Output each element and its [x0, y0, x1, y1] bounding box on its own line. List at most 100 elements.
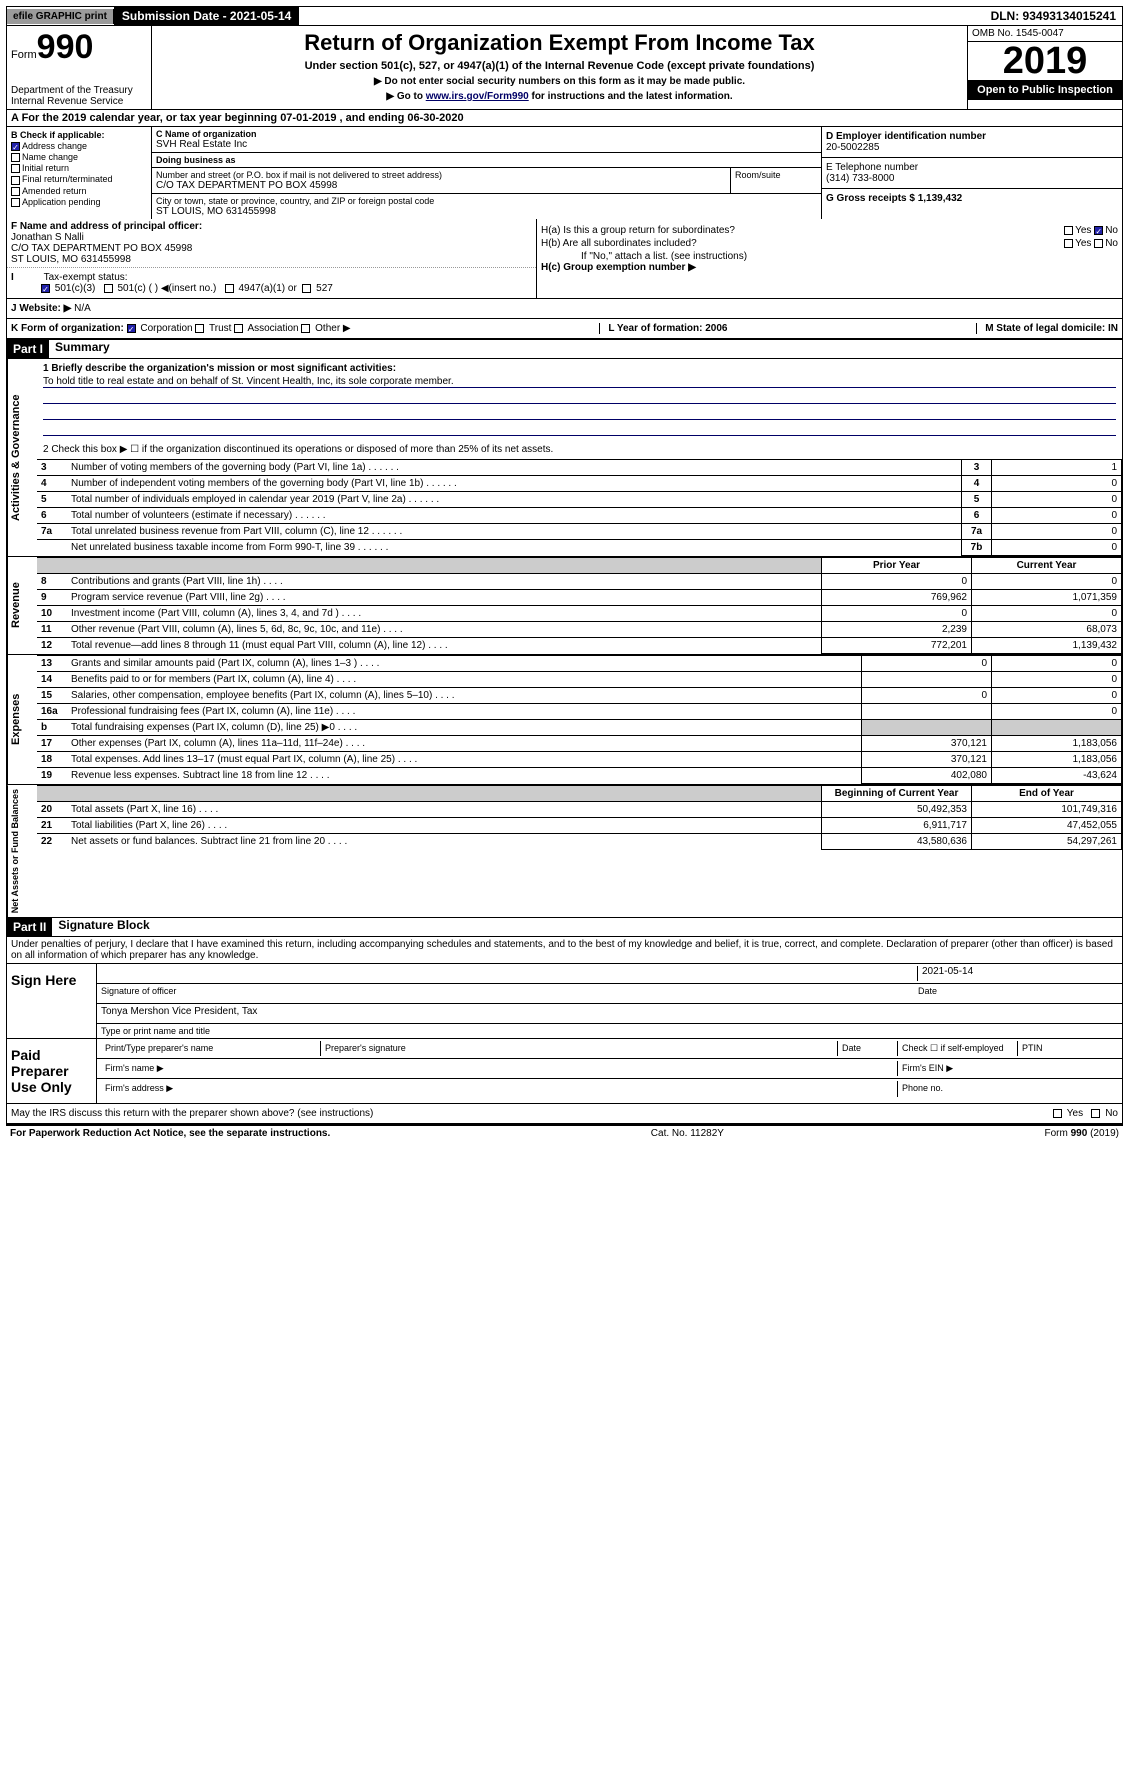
opt-label: 527	[316, 283, 333, 294]
form-note1: ▶ Do not enter social security numbers o…	[156, 76, 963, 87]
chk-trust[interactable]	[195, 324, 204, 333]
tax-status-label: Tax-exempt status:	[44, 272, 128, 283]
checkbox-name-change[interactable]	[11, 153, 20, 162]
no-label: No	[1105, 225, 1118, 236]
section-b: B Check if applicable: Address change Na…	[7, 127, 152, 219]
opt-label: Trust	[209, 323, 231, 334]
officer-addr1: C/O TAX DEPARTMENT PO BOX 45998	[11, 243, 532, 254]
city-label: City or town, state or province, country…	[156, 196, 817, 206]
ein-value: 20-5002285	[826, 142, 1118, 153]
chk-other[interactable]	[301, 324, 310, 333]
governance-table: 3Number of voting members of the governi…	[37, 459, 1122, 556]
opt-label: 4947(a)(1) or	[238, 283, 296, 294]
form-title: Return of Organization Exempt From Incom…	[156, 30, 963, 56]
dept-label: Department of the Treasury Internal Reve…	[11, 85, 147, 107]
discuss-yes[interactable]	[1053, 1109, 1062, 1118]
dba-label: Doing business as	[156, 155, 817, 165]
chk-501c[interactable]	[104, 284, 113, 293]
addr-value: C/O TAX DEPARTMENT PO BOX 45998	[156, 180, 726, 191]
q2-text: 2 Check this box ▶ ☐ if the organization…	[37, 440, 1122, 459]
chk-label: Name change	[22, 152, 78, 162]
note2-post: for instructions and the latest informat…	[529, 91, 733, 102]
discuss-no[interactable]	[1091, 1109, 1100, 1118]
no-label: No	[1105, 1108, 1118, 1119]
yes-label: Yes	[1075, 238, 1091, 249]
mission-text: To hold title to real estate and on beha…	[43, 376, 454, 387]
yes-label: Yes	[1075, 225, 1091, 236]
ha-label: H(a) Is this a group return for subordin…	[541, 225, 735, 236]
k-label: K Form of organization:	[11, 323, 124, 334]
sign-here-label: Sign Here	[7, 964, 97, 1038]
opt-label: Corporation	[140, 323, 192, 334]
checkbox-final[interactable]	[11, 176, 20, 185]
officer-name: Jonathan S Nalli	[11, 232, 532, 243]
hb-no[interactable]	[1094, 239, 1103, 248]
officer-label: F Name and address of principal officer:	[11, 221, 532, 232]
section-i-label: I	[11, 272, 41, 283]
prep-name-label: Print/Type preparer's name	[101, 1041, 321, 1056]
chk-corp[interactable]	[127, 324, 136, 333]
phone-label: E Telephone number	[826, 162, 1118, 173]
open-public-badge: Open to Public Inspection	[968, 80, 1122, 100]
revenue-table: Prior YearCurrent Year8Contributions and…	[37, 557, 1122, 654]
state-domicile: M State of legal domicile: IN	[976, 323, 1118, 334]
no-label: No	[1105, 238, 1118, 249]
chk-4947[interactable]	[225, 284, 234, 293]
year-formation: L Year of formation: 2006	[599, 323, 727, 334]
irs-link[interactable]: www.irs.gov/Form990	[426, 91, 529, 102]
addr-label: Number and street (or P.O. box if mail i…	[156, 170, 726, 180]
officer-addr2: ST LOUIS, MO 631455998	[11, 254, 532, 265]
chk-label: Application pending	[22, 197, 101, 207]
form-number: 990	[37, 28, 94, 66]
section-b-title: B Check if applicable:	[11, 130, 147, 140]
city-value: ST LOUIS, MO 631455998	[156, 206, 817, 217]
firm-phone-label: Phone no.	[898, 1081, 1118, 1097]
gross-receipts: G Gross receipts $ 1,139,432	[826, 193, 1118, 204]
chk-527[interactable]	[302, 284, 311, 293]
net-assets-table: Beginning of Current YearEnd of Year20To…	[37, 785, 1122, 850]
opt-label: 501(c)(3)	[55, 283, 96, 294]
checkbox-pending[interactable]	[11, 198, 20, 207]
side-net-label: Net Assets or Fund Balances	[7, 785, 37, 917]
officer-printed-name: Tonya Mershon Vice President, Tax	[97, 1004, 1122, 1024]
footer-mid: Cat. No. 11282Y	[651, 1128, 724, 1139]
org-name: SVH Real Estate Inc	[156, 139, 817, 150]
paid-preparer-label: Paid Preparer Use Only	[7, 1039, 97, 1103]
part2-title: Signature Block	[52, 918, 149, 936]
form-prefix: Form	[11, 49, 37, 61]
chk-assoc[interactable]	[234, 324, 243, 333]
form-header: Form990 Department of the Treasury Inter…	[6, 26, 1123, 110]
ha-yes[interactable]	[1064, 226, 1073, 235]
side-rev-label: Revenue	[7, 557, 37, 654]
sig-officer-label: Signature of officer	[101, 986, 918, 1001]
discuss-label: May the IRS discuss this return with the…	[11, 1108, 373, 1119]
firm-ein-label: Firm's EIN ▶	[898, 1061, 1118, 1076]
name-label: C Name of organization	[156, 129, 817, 139]
self-employed-label: Check ☐ if self-employed	[898, 1041, 1018, 1056]
opt-label: Association	[247, 323, 298, 334]
efile-button[interactable]: efile GRAPHIC print	[7, 9, 114, 24]
chk-501c3[interactable]	[41, 284, 50, 293]
side-exp-label: Expenses	[7, 655, 37, 784]
prep-date-label: Date	[838, 1041, 898, 1056]
top-bar: efile GRAPHIC print Submission Date - 20…	[6, 6, 1123, 26]
checkbox-amended[interactable]	[11, 187, 20, 196]
q1-label: 1 Briefly describe the organization's mi…	[43, 363, 1116, 374]
firm-name-label: Firm's name ▶	[101, 1061, 898, 1076]
sig-date: 2021-05-14	[918, 966, 1118, 981]
footer-left: For Paperwork Reduction Act Notice, see …	[10, 1128, 330, 1139]
chk-label: Address change	[22, 141, 87, 151]
ein-label: D Employer identification number	[826, 131, 1118, 142]
checkbox-initial[interactable]	[11, 164, 20, 173]
checkbox-address-change[interactable]	[11, 142, 20, 151]
submission-date: Submission Date - 2021-05-14	[114, 7, 299, 25]
hb-label: H(b) Are all subordinates included?	[541, 238, 697, 249]
ha-no[interactable]	[1094, 226, 1103, 235]
ptin-label: PTIN	[1018, 1041, 1118, 1056]
hb-yes[interactable]	[1064, 239, 1073, 248]
note2-pre: ▶ Go to	[386, 91, 425, 102]
firm-addr-label: Firm's address ▶	[101, 1081, 898, 1097]
footer-right: Form 990 (2019)	[1045, 1128, 1119, 1139]
part1-title: Summary	[49, 340, 110, 358]
dln: DLN: 93493134015241	[985, 7, 1122, 25]
